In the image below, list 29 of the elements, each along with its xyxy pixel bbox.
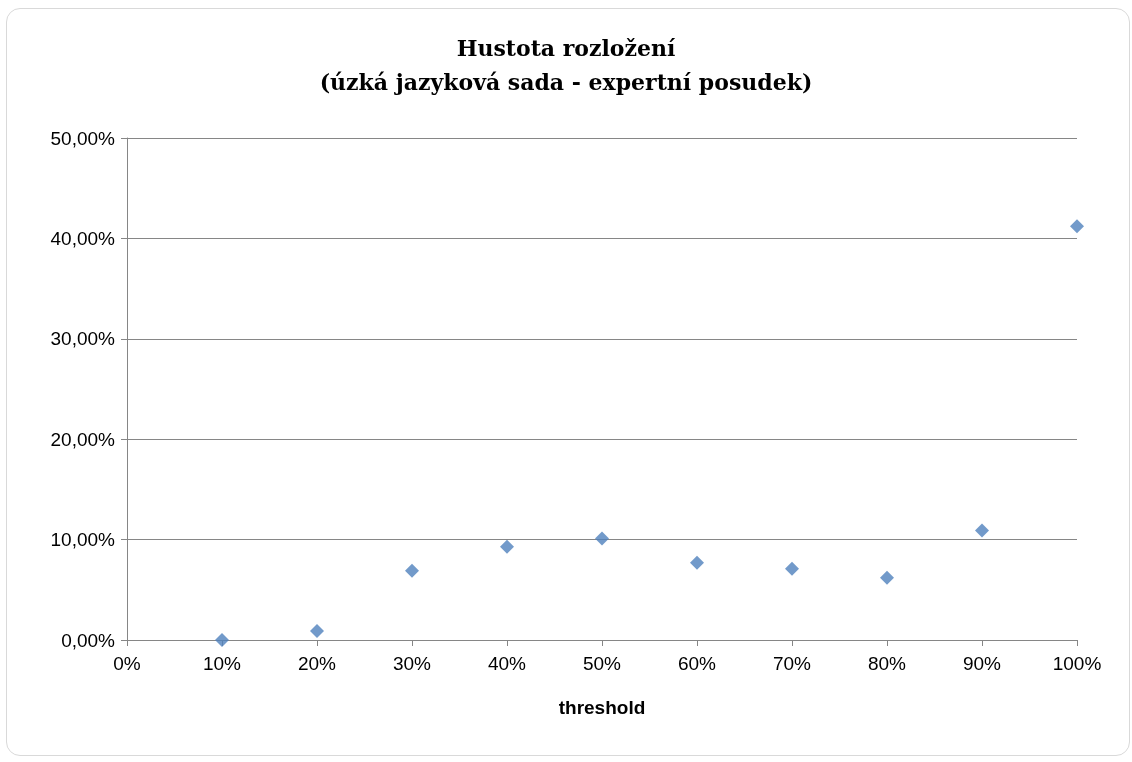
x-tick-label: 80%: [867, 653, 907, 674]
x-tick-label: 40%: [487, 653, 527, 674]
point: [1070, 219, 1084, 234]
point: [405, 563, 419, 578]
x-tick-label: 100%: [1052, 653, 1102, 674]
y-tick-label: 50,00%: [50, 127, 116, 149]
point: [690, 555, 704, 570]
point: [310, 623, 324, 638]
y-tick-label: 40,00%: [50, 227, 116, 249]
x-tick-label: 60%: [677, 653, 717, 674]
x-tick-label: 90%: [962, 653, 1002, 674]
point: [500, 539, 514, 554]
point: [215, 633, 229, 647]
point: [880, 570, 894, 585]
y-tick-label: 30,00%: [50, 328, 116, 350]
point: [595, 531, 609, 546]
point: [975, 523, 989, 538]
x-tick-label: 70%: [772, 653, 812, 674]
y-tick-label: 0,00%: [61, 629, 116, 651]
chart-title: Hustota rozložení (úzká jazyková sada - expertní posudek): [319, 35, 813, 95]
x-tick-label: 20%: [297, 653, 337, 674]
x-axis-title: threshold: [558, 697, 646, 718]
y-tick-label: 20,00%: [50, 428, 116, 450]
y-tick-label: 10,00%: [50, 529, 116, 551]
x-tick-label: 10%: [202, 653, 242, 674]
x-tick-label: 50%: [582, 653, 622, 674]
x-tick-label: 30%: [392, 653, 432, 674]
point: [785, 561, 799, 576]
x-tick-label: 0%: [113, 653, 141, 674]
